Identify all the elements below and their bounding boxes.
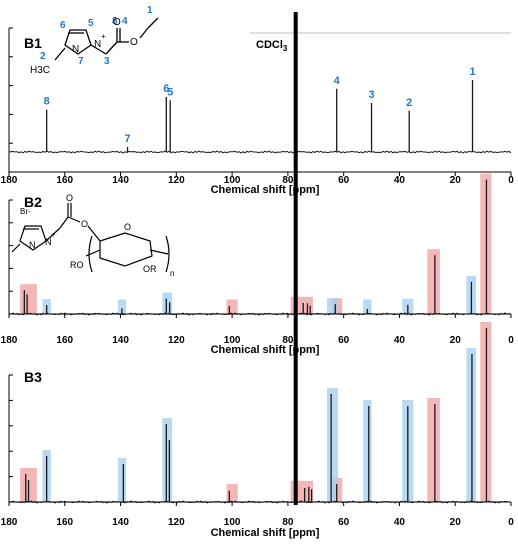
atom-label: O bbox=[130, 37, 138, 48]
x-tick-label: 100 bbox=[224, 517, 241, 528]
x-tick-label: 180 bbox=[1, 175, 18, 186]
highlight-red-b3-4 bbox=[427, 398, 440, 502]
structure-number-label: 7 bbox=[78, 56, 84, 67]
highlight-blue-b2-4 bbox=[363, 299, 372, 314]
x-tick-label: 180 bbox=[1, 335, 18, 346]
x-tick-label: 60 bbox=[338, 335, 350, 346]
atom-label: RO bbox=[70, 260, 84, 270]
charge-label: + bbox=[51, 232, 55, 239]
x-tick-label: 20 bbox=[450, 335, 462, 346]
peak-label: 8 bbox=[44, 96, 50, 108]
b1-molecule-structure bbox=[54, 17, 159, 61]
atom-label: N bbox=[29, 240, 36, 250]
atom-label: N bbox=[94, 39, 101, 50]
atom-label: OR bbox=[143, 264, 157, 274]
x-tick-label: 20 bbox=[450, 517, 462, 528]
x-tick-label: 40 bbox=[394, 517, 406, 528]
x-tick-label: 0 bbox=[508, 335, 514, 346]
peak-label: 2 bbox=[406, 97, 412, 109]
panel-label: B1 bbox=[24, 35, 42, 51]
atom-label: O bbox=[81, 219, 88, 229]
structure-number-label: 1 bbox=[147, 5, 153, 16]
x-tick-label: 120 bbox=[168, 175, 185, 186]
x-tick-label: 120 bbox=[168, 517, 185, 528]
x-axis-label: Chemical shift [ppm] bbox=[211, 344, 320, 356]
x-tick-label: 100 bbox=[224, 175, 241, 186]
spectrum-panel-b3: 180 160 140 120 100 80 60 40 20 0 Chemical shift [… bbox=[1, 322, 514, 539]
x-tick-label: 180 bbox=[1, 517, 18, 528]
x-tick-label: 140 bbox=[112, 517, 129, 528]
peak-label: 4 bbox=[334, 75, 341, 87]
solvent-label: CDCl3 bbox=[256, 39, 288, 53]
peak-label: 5 bbox=[167, 86, 173, 98]
spectrum-panel-b2: 180 160 140 120 100 80 60 40 20 0 Chemical shift [… bbox=[1, 173, 514, 356]
atom-label: O bbox=[113, 17, 121, 28]
x-tick-label: 120 bbox=[168, 335, 185, 346]
highlight-red-b2-1 bbox=[226, 299, 238, 314]
spectrum-panel-b1: 8 7 65 4 3 2 1 180 160 140 120 100 80 60 40 20 0 Chemical… bbox=[1, 27, 514, 196]
charge-label: + bbox=[101, 32, 106, 41]
peak-label: 7 bbox=[124, 133, 130, 145]
x-tick-label: 80 bbox=[282, 335, 294, 346]
highlight-blue-b3-2 bbox=[162, 418, 173, 502]
highlight-blue-b2-2 bbox=[162, 292, 173, 314]
panel-label: B2 bbox=[24, 194, 42, 210]
atom-label: N bbox=[45, 237, 52, 247]
x-tick-label: 60 bbox=[338, 517, 350, 528]
atom-label: O bbox=[66, 193, 73, 203]
x-tick-label: 140 bbox=[112, 175, 129, 186]
x-tick-label: 140 bbox=[112, 335, 129, 346]
x-tick-label: 0 bbox=[508, 175, 514, 186]
highlight-blue-b3-4 bbox=[363, 400, 372, 502]
x-tick-label: 0 bbox=[508, 517, 514, 528]
x-tick-label: 20 bbox=[450, 175, 462, 186]
x-tick-label: 40 bbox=[394, 335, 406, 346]
atom-label: N bbox=[72, 44, 79, 55]
baseline-b1 bbox=[8, 150, 512, 154]
x-axis-label: Chemical shift [ppm] bbox=[211, 527, 320, 539]
structure-number-label: 2 bbox=[40, 51, 46, 62]
highlight-blue-b2-1 bbox=[117, 299, 127, 314]
structure-number-label: 6 bbox=[60, 20, 66, 31]
peak-label: 1 bbox=[469, 66, 475, 78]
x-tick-label: 80 bbox=[282, 175, 294, 186]
highlight-blue-b3-3 bbox=[326, 388, 339, 502]
highlight-red-b2-4 bbox=[427, 249, 440, 314]
repeat-unit-label: n bbox=[170, 269, 174, 278]
x-tick-label: 80 bbox=[282, 517, 294, 528]
x-tick-label: 40 bbox=[394, 175, 406, 186]
highlight-blue-b3-1 bbox=[117, 458, 127, 502]
x-tick-label: 160 bbox=[56, 517, 73, 528]
structure-number-label: 3 bbox=[104, 56, 110, 67]
highlight-blue-b3-6 bbox=[466, 348, 477, 502]
highlight-red-b2-0 bbox=[20, 284, 37, 314]
b2-molecule-structure bbox=[11, 203, 170, 273]
highlight-blue-b2-3 bbox=[326, 298, 339, 314]
structure-number-label: 8 bbox=[112, 16, 118, 27]
structure-number-label: 5 bbox=[88, 18, 94, 29]
peak-label: 3 bbox=[368, 89, 374, 101]
x-tick-label: 100 bbox=[224, 335, 241, 346]
structure-number-label: 4 bbox=[122, 16, 128, 27]
x-tick-label: 60 bbox=[338, 175, 350, 186]
x-tick-label: 160 bbox=[56, 175, 73, 186]
peak-label: 6 bbox=[163, 83, 169, 95]
methyl-label: H3C bbox=[30, 65, 50, 76]
counterion-label: Br- bbox=[20, 207, 31, 216]
panel-label: B3 bbox=[24, 369, 42, 385]
x-tick-label: 160 bbox=[56, 335, 73, 346]
x-axis-label: Chemical shift [ppm] bbox=[211, 184, 320, 196]
atom-label: O bbox=[124, 222, 131, 232]
highlight-red-b3-1 bbox=[226, 484, 238, 502]
